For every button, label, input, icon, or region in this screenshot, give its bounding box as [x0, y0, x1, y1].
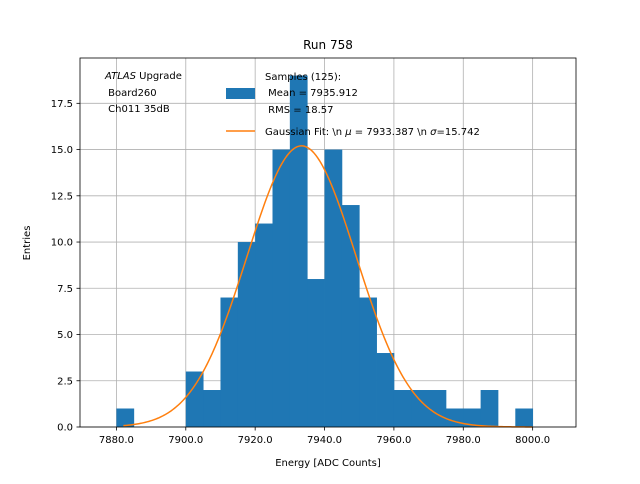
x-tick-label-6: 8000.0 [515, 435, 550, 446]
histogram-bars [116, 75, 534, 428]
x-tick-label-0: 7880.0 [99, 435, 134, 446]
histogram-bar-1 [185, 371, 204, 427]
histogram-bar-14 [411, 390, 429, 427]
histogram-bar-2 [203, 390, 221, 427]
histogram-bar-10 [341, 205, 360, 427]
x-tick-label-3: 7940.0 [307, 435, 342, 446]
annotation-atlas-italic: ATLAS [104, 71, 137, 82]
histogram-bar-17 [463, 408, 482, 427]
histogram-bar-8 [307, 279, 325, 427]
legend-histogram-swatch [226, 88, 255, 99]
y-tick-label-7: 17.5 [51, 99, 73, 110]
y-tick-label-2: 5.0 [57, 330, 73, 341]
x-ticks: 7880.0 7900.0 7920.0 7940.0 7960.0 7980.0 8000… [99, 427, 550, 446]
legend-histogram-line-3: RMS = 18.57 [265, 105, 333, 116]
histogram-bar-12 [376, 353, 395, 427]
x-tick-label-1: 7900.0 [168, 435, 203, 446]
gaussian-fit [123, 145, 533, 428]
histogram-bar-19 [515, 408, 534, 427]
y-ticks: 0.0 2.5 5.0 7.5 10.0 12.5 15.0 17.5 [51, 99, 80, 434]
legend: Samples (125): Mean = 7935.912 RMS = 18.… [226, 72, 480, 138]
x-tick-label-2: 7920.0 [238, 435, 273, 446]
histogram-bar-7 [289, 75, 308, 428]
chart-title: Run 758 [303, 38, 353, 52]
histogram-bar-5 [255, 223, 273, 427]
y-tick-label-1: 2.5 [57, 376, 73, 387]
y-tick-label-4: 10.0 [51, 238, 73, 249]
y-tick-label-3: 7.5 [57, 284, 73, 295]
histogram-bar-13 [393, 390, 412, 427]
annotation-upgrade: Upgrade [136, 71, 182, 82]
annotation-line-3: Ch011 35dB [105, 104, 170, 115]
y-axis-label: Entries [22, 226, 33, 261]
plot-frame [79, 57, 577, 428]
histogram-bar-3 [220, 297, 239, 427]
histogram-bar-9 [324, 149, 343, 427]
histogram-bar-15 [428, 390, 447, 427]
gaussian-fit-line [123, 145, 533, 428]
legend-fit-prefix: Gaussian Fit: \n [265, 127, 345, 138]
x-axis-label: Energy [ADC Counts] [275, 458, 381, 469]
legend-histogram-line-1: Samples (125): [265, 72, 341, 83]
histogram-bar-6 [272, 149, 291, 427]
atlas-annotation: ATLAS Upgrade Board260 Ch011 35dB [104, 71, 182, 115]
legend-fit-sigma-symbol: σ [430, 127, 437, 138]
histogram-bar-4 [237, 242, 256, 427]
histogram-bar-11 [359, 297, 377, 427]
histogram-bar-18 [480, 390, 499, 427]
legend-histogram-line-2: Mean = 7935.912 [265, 88, 358, 99]
y-tick-label-5: 12.5 [51, 191, 73, 202]
histogram-bar-16 [445, 408, 464, 427]
legend-fit-mu-symbol: μ [344, 127, 351, 138]
histogram-bar-0 [116, 408, 135, 427]
annotation-line-2: Board260 [105, 88, 157, 99]
legend-fit-mu-value: = 7933.387 \n [352, 127, 431, 138]
legend-fit-sigma-value: =15.742 [436, 127, 479, 138]
legend-fit-label: Gaussian Fit: \n μ = 7933.387 \n σ=15.74… [265, 127, 480, 138]
x-tick-label-4: 7960.0 [376, 435, 411, 446]
y-tick-label-6: 15.0 [51, 145, 73, 156]
y-tick-label-0: 0.0 [57, 423, 73, 434]
annotation-line-1: ATLAS Upgrade [104, 71, 182, 82]
x-tick-label-5: 7980.0 [446, 435, 481, 446]
